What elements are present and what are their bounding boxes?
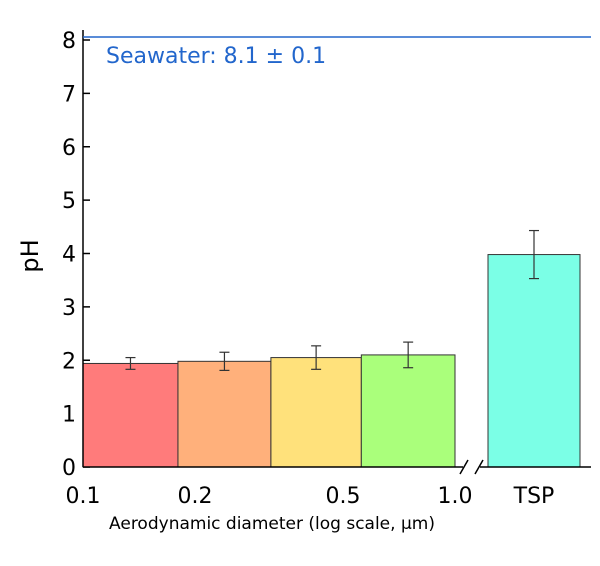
- x-axis-ticks: 0.1 0.2 0.5 1.0: [66, 484, 473, 509]
- x-axis-label: Aerodynamic diameter (log scale, µm): [109, 514, 435, 534]
- y-axis-label: pH: [16, 239, 44, 272]
- y-tick-label: 4: [62, 243, 76, 268]
- x-tick-label: 0.2: [177, 484, 212, 509]
- tsp-category-label: TSP: [513, 484, 555, 509]
- y-tick-label: 7: [62, 82, 76, 107]
- bar: [82, 362, 179, 468]
- axis-break-mark: [459, 459, 469, 475]
- x-tick-label: 0.1: [66, 484, 101, 509]
- bar: [177, 360, 272, 468]
- axes-group: [82, 30, 591, 475]
- y-tick-label: 5: [62, 189, 76, 214]
- y-tick-label: 1: [62, 403, 76, 428]
- y-tick-label: 0: [62, 456, 76, 481]
- x-tick-label: 1.0: [438, 484, 473, 509]
- error-bars-group: [125, 229, 539, 371]
- tsp-bar: [487, 254, 581, 468]
- y-tick-label: 3: [62, 296, 76, 321]
- bar: [270, 357, 362, 468]
- y-axis-ticks: 0 1 2 3 4 5 6 7 8: [62, 29, 90, 481]
- bars-group: [82, 254, 581, 468]
- y-tick-label: 8: [62, 29, 76, 54]
- seawater-reference-label: Seawater: 8.1 ± 0.1: [106, 44, 326, 69]
- bar: [360, 354, 456, 468]
- axis-break-mark: [474, 459, 484, 475]
- y-tick-label: 6: [62, 136, 76, 161]
- x-tick-label: 0.5: [326, 484, 361, 509]
- y-tick-label: 2: [62, 349, 76, 374]
